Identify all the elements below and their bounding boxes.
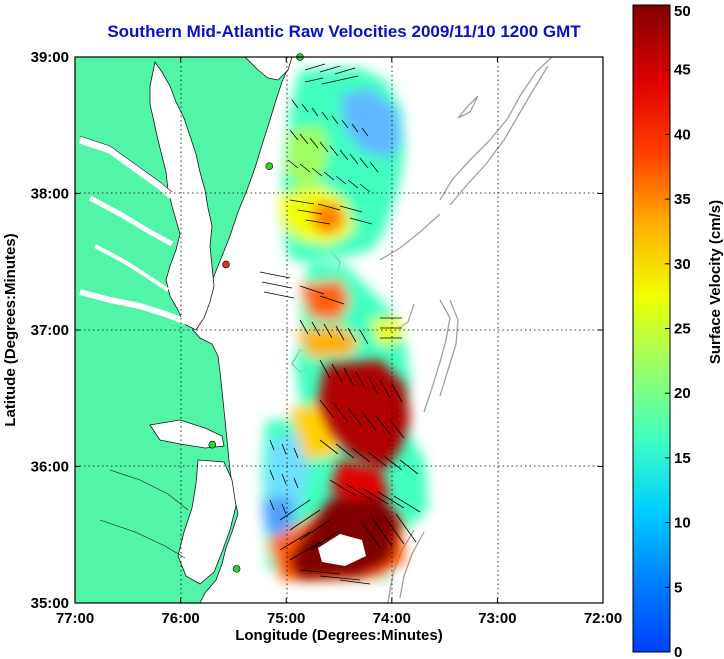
york-river (94, 244, 170, 292)
colorbar-tick-label: 25 (674, 321, 691, 338)
colorbar-tick-label: 10 (674, 515, 691, 532)
y-tick-label: 35:00 (31, 595, 69, 612)
x-tick-label: 72:00 (584, 610, 622, 627)
x-axis-label: Longitude (Degrees:Minutes) (235, 627, 443, 644)
colorbar-label: Surface Velocity (cm/s) (707, 200, 724, 364)
radar-station-marker (208, 440, 217, 449)
x-tick-label: 76:00 (161, 610, 199, 627)
x-tick-label: 74:00 (373, 610, 411, 627)
colorbar-tick-label: 30 (674, 256, 691, 273)
albemarle-sound (149, 419, 225, 449)
colorbar-tick-label: 45 (674, 62, 691, 79)
x-tick-label: 77:00 (56, 610, 94, 627)
x-tick-label: 73:00 (478, 610, 516, 627)
x-axis-ticks: 77:00 76:00 75:00 74:00 73:00 72:00 (56, 57, 622, 627)
radar-station-marker (222, 260, 230, 269)
colorbar-tick-label: 35 (674, 191, 691, 208)
colorbar-tick-label: 40 (674, 126, 691, 143)
map-title: Southern Mid-Atlantic Raw Velocities 200… (107, 22, 581, 41)
colorbar (632, 4, 671, 653)
pamlico-sound (177, 459, 237, 585)
colorbar-tick-label: 5 (674, 579, 682, 596)
colorbar-tick-label: 50 (674, 3, 691, 20)
graticule (75, 57, 603, 603)
chesapeake-bay (149, 61, 215, 331)
radar-station-marker (232, 565, 241, 573)
y-tick-label: 38:00 (31, 186, 69, 203)
rappahannock-river (88, 195, 174, 247)
data-gap (318, 534, 366, 566)
radar-station-marker (265, 162, 274, 170)
y-axis-ticks: 39:00 38:00 37:00 36:00 35:00 (31, 49, 603, 612)
colorbar-tick-label: 20 (674, 385, 691, 402)
james-river (79, 289, 188, 325)
y-axis-label: Latitude (Degrees:Minutes) (2, 233, 19, 426)
velocity-vectors (259, 63, 421, 585)
y-tick-label: 37:00 (31, 322, 69, 339)
delaware-bay (244, 57, 293, 81)
potomac-river (78, 136, 175, 199)
colorbar-tick-label: 0 (674, 644, 682, 659)
y-tick-label: 39:00 (31, 49, 69, 66)
x-tick-label: 75:00 (267, 610, 305, 627)
colorbar-tick-label: 15 (674, 450, 691, 467)
y-tick-label: 36:00 (31, 459, 69, 476)
